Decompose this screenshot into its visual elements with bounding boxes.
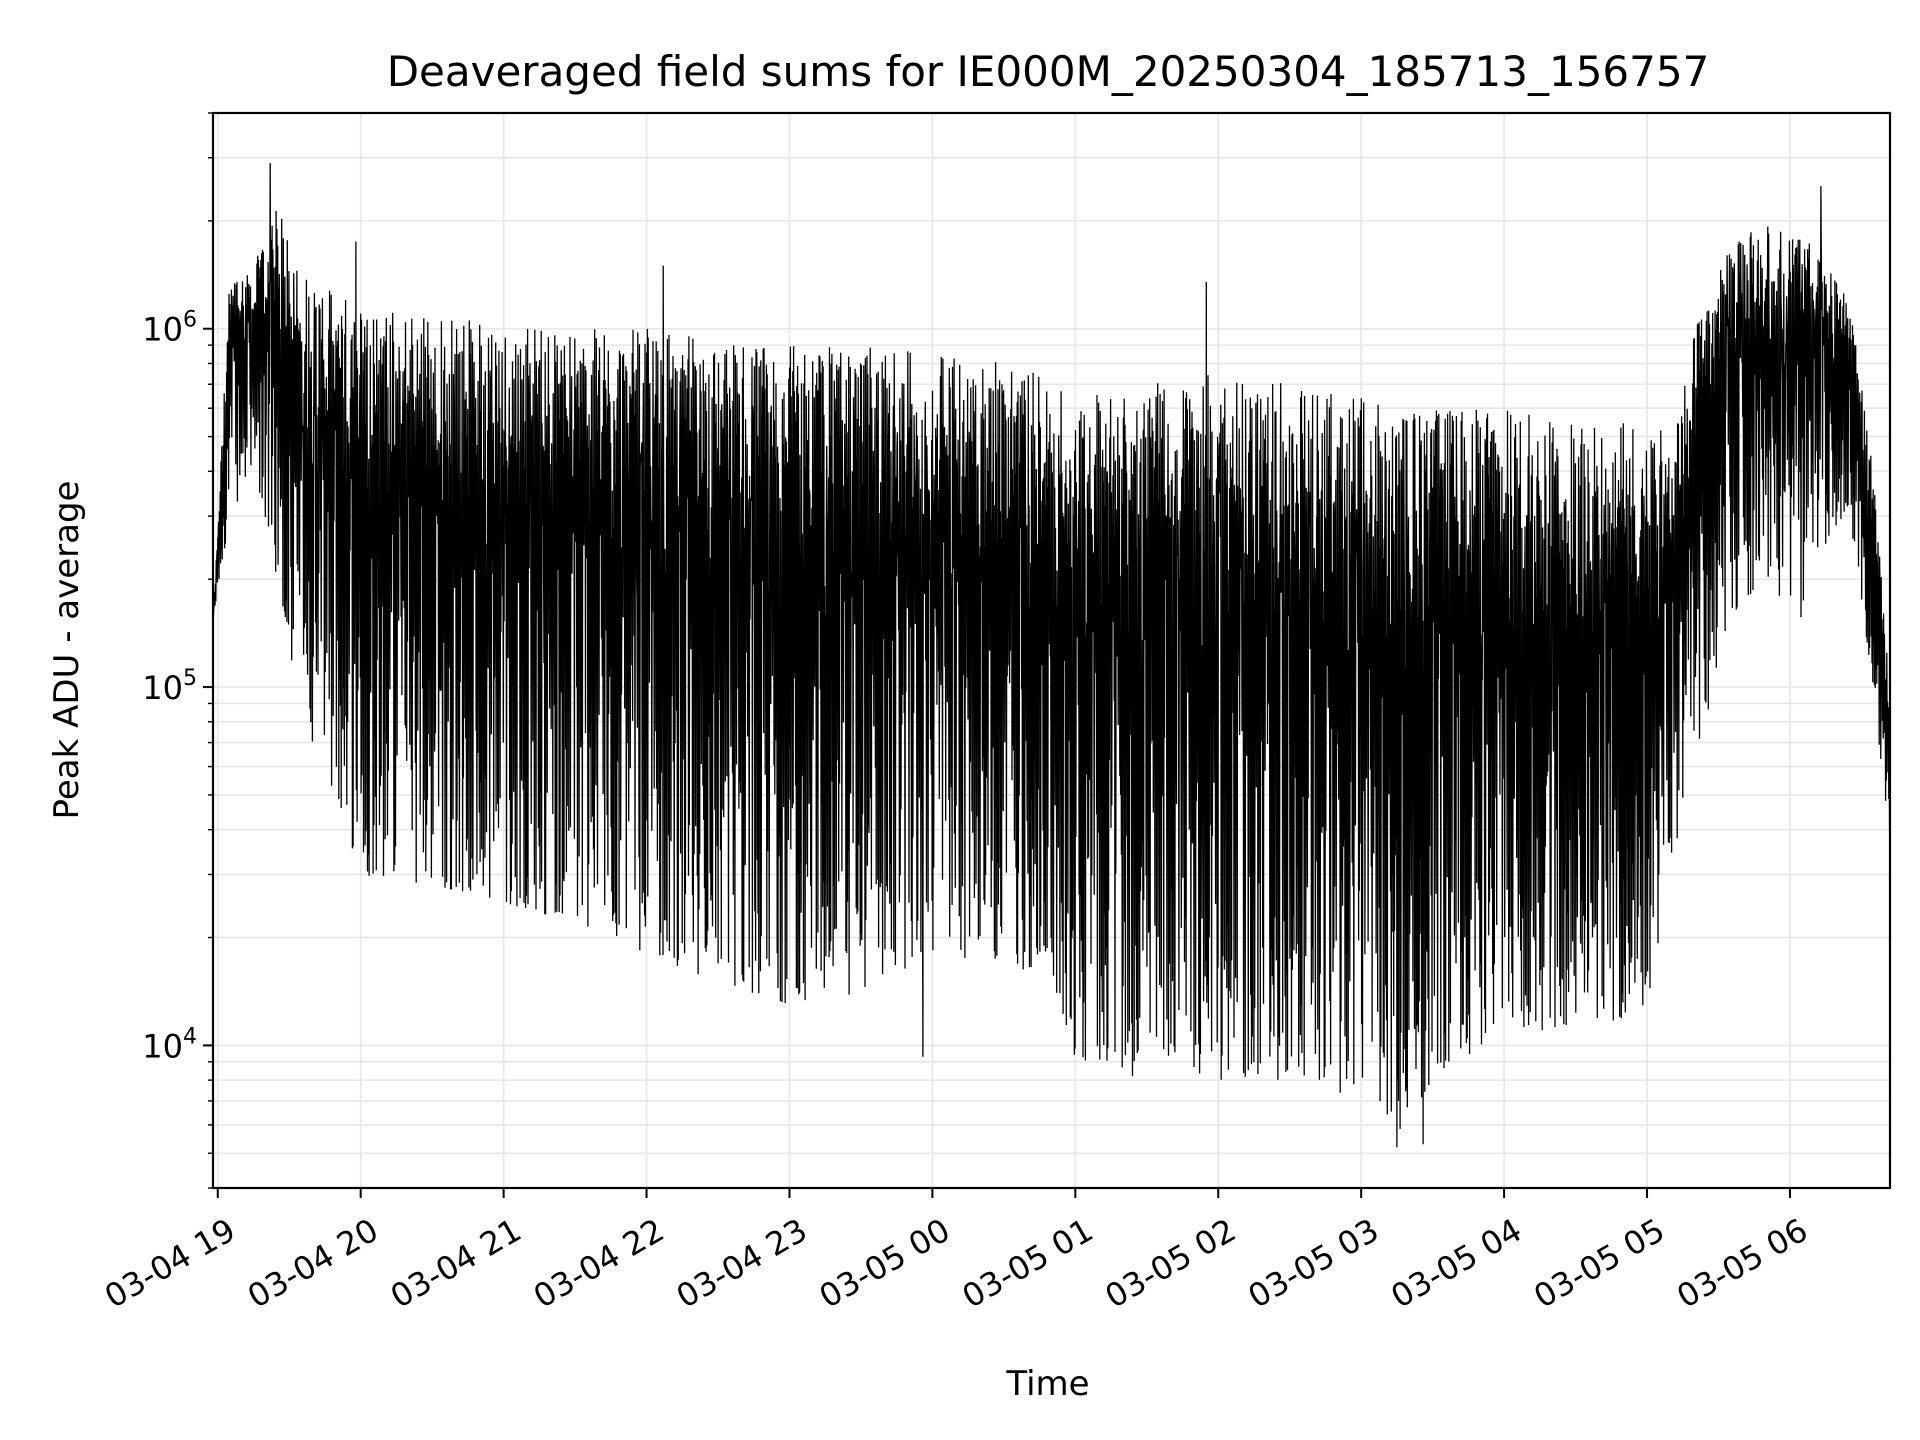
y-axis-label: Peak ADU - average <box>47 481 87 820</box>
y-tick-label: 104 <box>142 1024 197 1065</box>
y-axis: 104 105 106 <box>142 112 213 1189</box>
series-line <box>212 162 1891 1148</box>
plot-frame <box>211 111 1892 1190</box>
y-tick-label: 105 <box>142 666 197 707</box>
y-tick-label: 106 <box>142 308 197 349</box>
x-axis-label: Time <box>1005 1364 1089 1404</box>
chart-title: Deaveraged field sums for IE000M_2025030… <box>387 47 1710 96</box>
series-path <box>212 162 1891 1148</box>
